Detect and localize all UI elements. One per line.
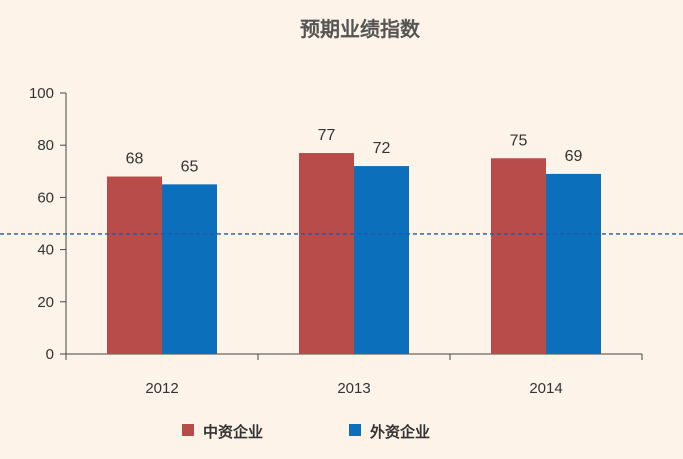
data-label-foreign-2014: 69 — [565, 148, 583, 165]
y-tick-label: 100 — [29, 85, 54, 102]
data-label-domestic-2012: 68 — [126, 151, 144, 168]
bar-foreign-2012 — [162, 184, 217, 354]
x-tick-label: 2014 — [529, 380, 562, 397]
legend-swatch-foreign — [349, 424, 361, 436]
data-label-foreign-2012: 65 — [181, 158, 199, 175]
data-label-domestic-2013: 77 — [318, 127, 336, 144]
bar-domestic-2012 — [107, 176, 162, 354]
legend: 中资企业 外资企业 — [182, 423, 430, 441]
legend-label-foreign: 外资企业 — [369, 423, 430, 441]
y-tick-label: 0 — [46, 346, 54, 363]
y-axis-ticks: 0 20 40 60 80 100 — [29, 85, 66, 363]
y-tick-label: 80 — [37, 137, 54, 154]
chart-title: 预期业绩指数 — [300, 17, 421, 41]
bar-domestic-2014 — [491, 158, 546, 354]
bars — [107, 153, 601, 354]
y-tick-label: 40 — [37, 242, 54, 259]
legend-label-domestic: 中资企业 — [203, 423, 263, 441]
data-label-foreign-2013: 72 — [373, 140, 391, 157]
bar-domestic-2013 — [299, 153, 354, 354]
legend-swatch-domestic — [182, 424, 194, 436]
x-axis-ticks: 2012 2013 2014 — [65, 354, 643, 397]
y-tick-label: 20 — [37, 294, 54, 311]
y-tick-label: 60 — [37, 189, 54, 206]
data-labels: 68 65 77 72 75 69 — [126, 127, 583, 175]
x-tick-label: 2013 — [337, 380, 370, 397]
bar-foreign-2013 — [354, 166, 409, 354]
x-tick-label: 2012 — [145, 380, 178, 397]
bar-foreign-2014 — [546, 173, 601, 354]
data-label-domestic-2014: 75 — [510, 132, 528, 149]
